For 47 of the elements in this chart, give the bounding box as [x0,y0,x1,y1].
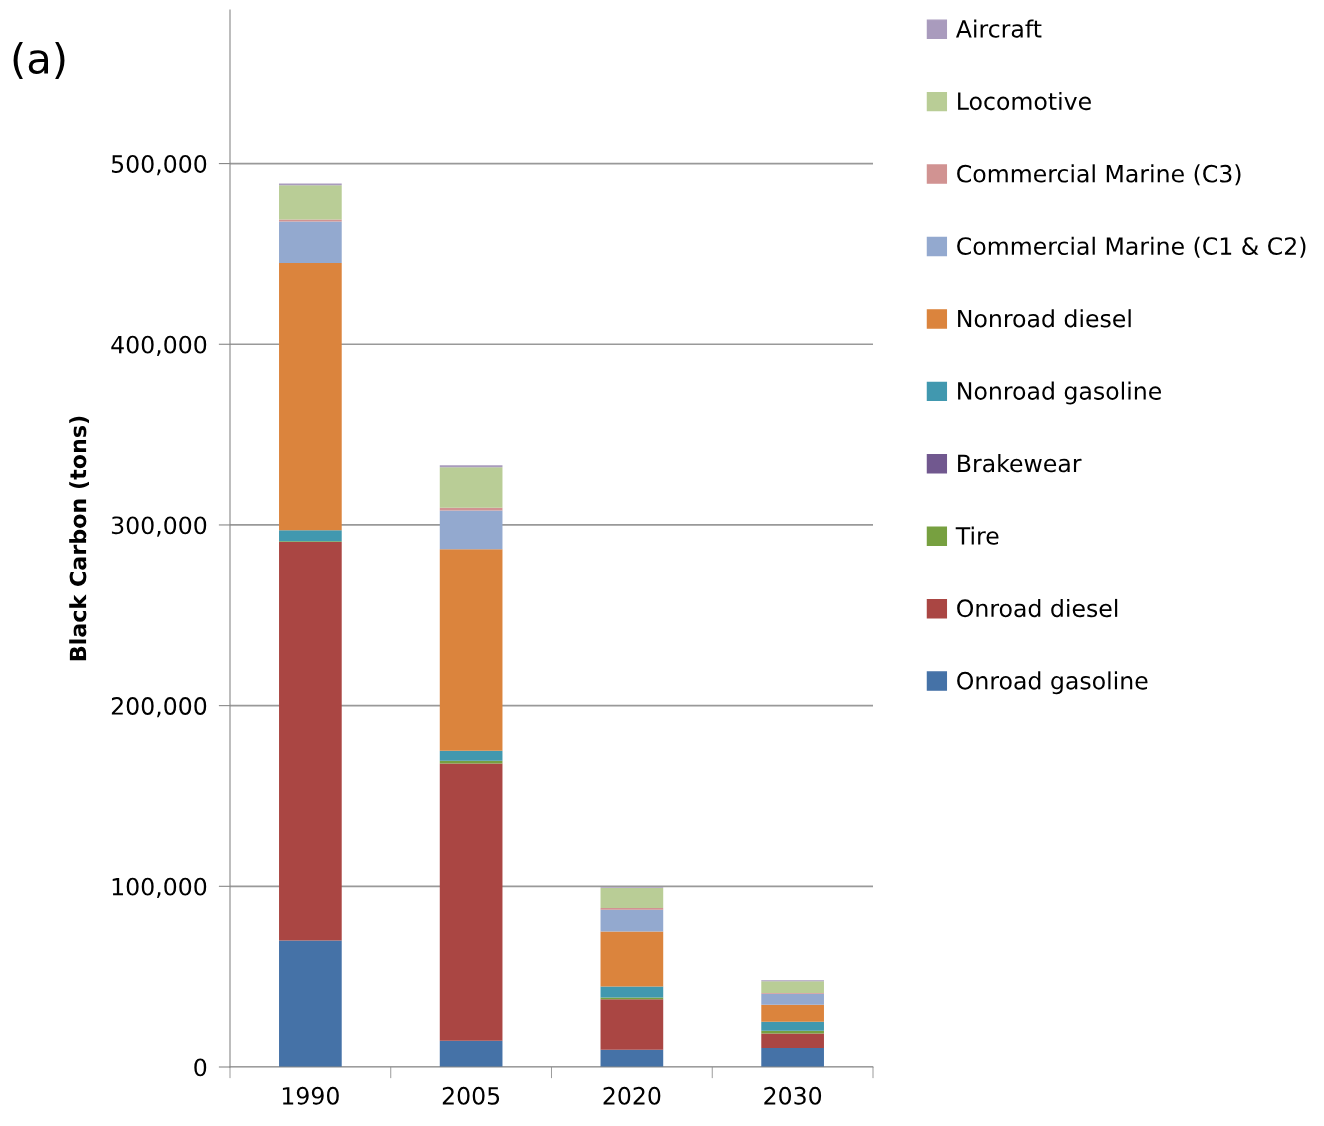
bar [761,1004,824,1022]
legend-label: Aircraft [955,19,1042,38]
bar [600,1049,664,1067]
legend-label: Commercial Marine (C3) [957,164,1241,186]
x-tick-label: 2020 [603,1086,661,1105]
y-tick-label: 400,000 [111,335,207,356]
bar [761,1021,824,1031]
y-axis-title: Black Carbon (tons) [69,416,89,661]
y-tick-label: 200,000 [111,697,207,718]
bar [761,993,824,1005]
bar [279,185,342,220]
bar [439,750,503,761]
bar [439,763,503,1041]
legend-label: Nonroad gasoline [958,381,1161,405]
bar [600,986,664,998]
bar [600,888,664,908]
bar [761,981,824,993]
bar [279,530,342,542]
y-tick-label: 100,000 [112,877,207,899]
bar [439,549,503,751]
y-tick-label: 0 [194,1058,207,1077]
legend-label: Tire [955,526,999,545]
legend-label: Onroad diesel [957,598,1118,618]
bar [761,1030,824,1034]
bar [761,1048,824,1067]
bar [279,262,342,531]
legend-label: Brakewear [958,454,1082,473]
text: (a) [13,41,65,79]
bar [439,1040,503,1067]
legend-label: Locomotive [958,91,1091,111]
legend-label: Onroad gasoline [957,671,1148,695]
x-tick-label: 1990 [282,1086,339,1105]
x-tick-label: 2005 [442,1086,500,1105]
x-tick-label: 2030 [764,1086,822,1105]
legend-label: Nonroad diesel [958,309,1131,328]
bar [439,467,503,508]
bar [279,221,342,263]
bar [279,542,342,941]
bar [600,931,664,987]
y-tick-label: 300,000 [111,516,207,537]
bar [439,510,503,550]
y-tick-label: 500,000 [111,155,207,176]
bar [279,940,342,1067]
bar [600,999,664,1050]
bar [761,1033,824,1049]
bar [600,909,664,932]
legend-label: Commercial Marine (C1 & C2) [957,236,1306,258]
